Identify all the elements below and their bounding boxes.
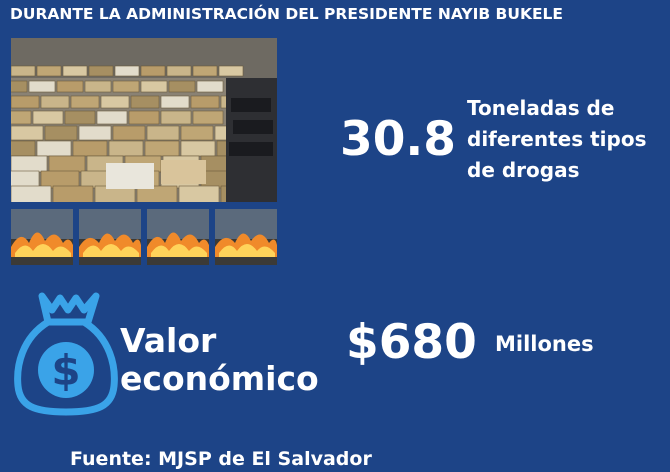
drug-tons-description: Toneladas de diferentes tipos de drogas <box>467 93 667 186</box>
burning-photo <box>79 209 141 265</box>
burning-photo <box>11 209 73 265</box>
label-line: económico <box>120 359 319 398</box>
description-line: diferentes tipos <box>467 127 647 151</box>
burning-photo <box>215 209 277 265</box>
svg-text:$: $ <box>51 346 80 395</box>
description-line: Toneladas de <box>467 96 615 120</box>
burning-photos-row <box>11 209 277 265</box>
description-line: de drogas <box>467 158 580 182</box>
label-line: Valor <box>120 321 217 360</box>
burning-photo <box>147 209 209 265</box>
economic-value-amount: $680 <box>346 315 477 370</box>
source-credit: Fuente: MJSP de El Salvador <box>70 448 372 470</box>
economic-value-label: Valor económico <box>120 322 319 398</box>
economic-value-unit: Millones <box>495 332 594 356</box>
seized-drugs-photo <box>11 38 277 202</box>
drug-tons-value: 30.8 <box>340 112 456 167</box>
money-bag-icon: $ <box>12 288 120 418</box>
page-title: DURANTE LA ADMINISTRACIÓN DEL PRESIDENTE… <box>10 5 564 23</box>
